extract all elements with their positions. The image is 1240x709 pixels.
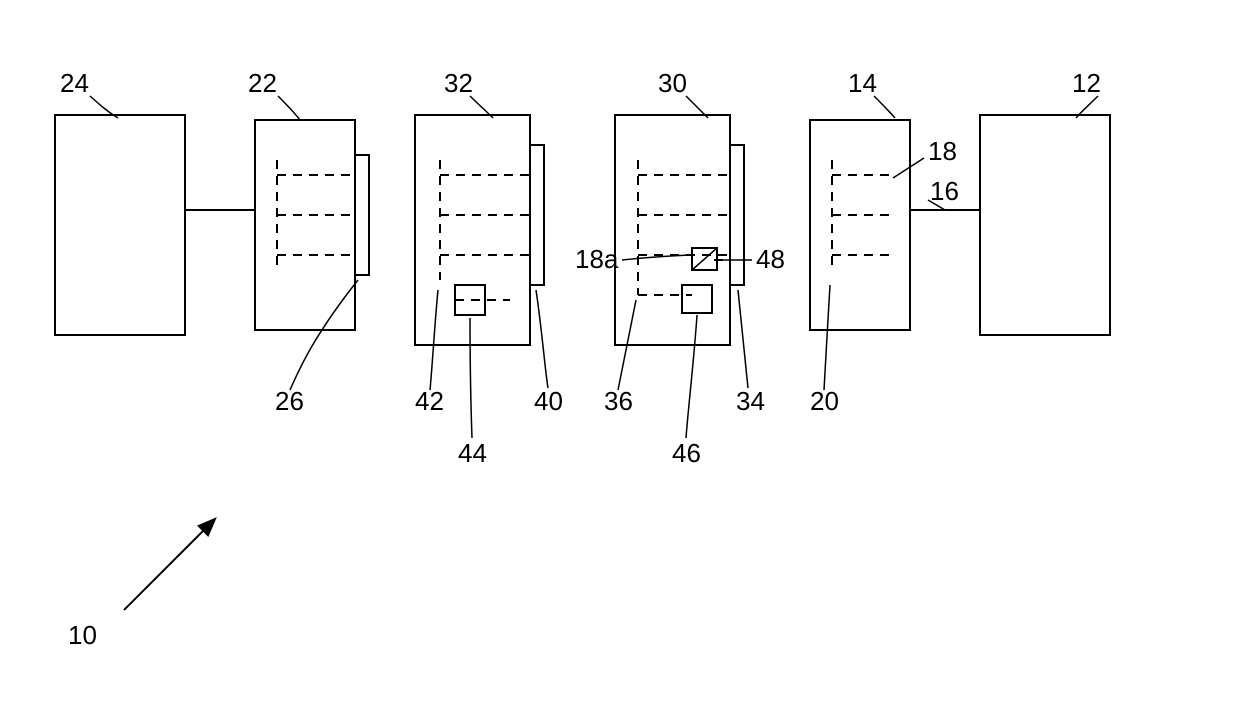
- tab-t26: [355, 155, 369, 275]
- arrow-group: [124, 520, 214, 610]
- ref-label-32: 32: [444, 68, 473, 98]
- block-b12: [980, 115, 1110, 335]
- arrow-10: [124, 520, 214, 610]
- ref-label-40: 40: [534, 386, 563, 416]
- ref-label-10: 10: [68, 620, 97, 650]
- leader-ld42: [430, 290, 438, 390]
- leader-ld22: [278, 96, 300, 120]
- ref-label-46: 46: [672, 438, 701, 468]
- leader-ld18: [893, 158, 924, 178]
- leader-ld40: [536, 290, 548, 388]
- leader-ld46: [686, 315, 697, 438]
- smallbox-sq46: [682, 285, 712, 313]
- tab-t40: [530, 145, 544, 285]
- leader-ld44: [470, 318, 472, 438]
- tab-t34: [730, 145, 744, 285]
- ref-label-22: 22: [248, 68, 277, 98]
- ref-label-26: 26: [275, 386, 304, 416]
- block-b24: [55, 115, 185, 335]
- ref-label-14: 14: [848, 68, 877, 98]
- ref-label-44: 44: [458, 438, 487, 468]
- labels-group: 24 22 32 30 14 12 18 16 48 18a 26 42 40 36 34 20 44 46 10: [60, 68, 1101, 650]
- ref-label-30: 30: [658, 68, 687, 98]
- ref-label-36: 36: [604, 386, 633, 416]
- ref-label-48: 48: [756, 244, 785, 274]
- tabs-group: [355, 145, 744, 285]
- ref-label-16: 16: [930, 176, 959, 206]
- leader-ld14: [874, 96, 895, 118]
- ref-label-42: 42: [415, 386, 444, 416]
- leader-ld34: [738, 290, 748, 388]
- block-b32: [415, 115, 530, 345]
- ref-label-18a: 18a: [575, 244, 619, 274]
- leader-ld26: [290, 280, 358, 390]
- block-b14: [810, 120, 910, 330]
- ref-label-24: 24: [60, 68, 89, 98]
- ref-label-18: 18: [928, 136, 957, 166]
- block-b22: [255, 120, 355, 330]
- smallbox-sq48-diag: [692, 248, 717, 270]
- technical-diagram: 24 22 32 30 14 12 18 16 48 18a 26 42 40 36 34 20 44 46 10: [0, 0, 1240, 709]
- leader-ld20: [824, 285, 830, 390]
- ref-label-20: 20: [810, 386, 839, 416]
- ref-label-34: 34: [736, 386, 765, 416]
- ref-label-12: 12: [1072, 68, 1101, 98]
